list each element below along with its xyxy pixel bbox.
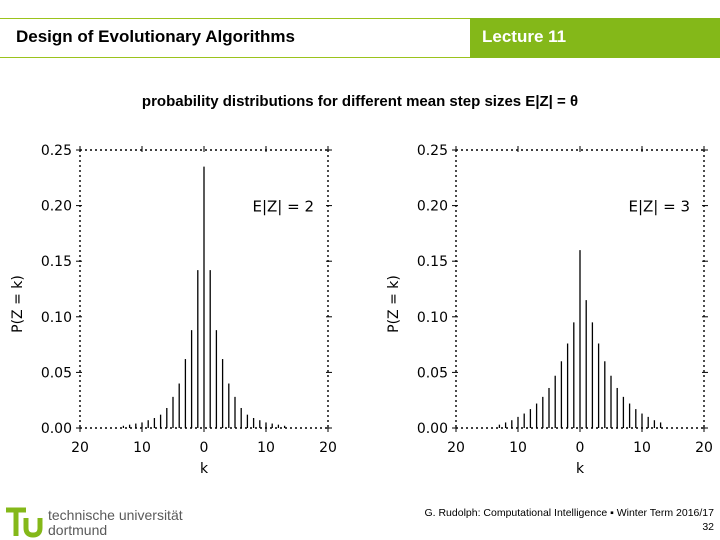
x-tick-label: 20 <box>695 440 713 456</box>
x-tick-label: 0 <box>200 440 209 456</box>
header-bar: Design of Evolutionary Algorithms Lectur… <box>0 18 720 58</box>
university-logo-block: technische universität dortmund <box>0 502 230 540</box>
y-tick-label: 0.05 <box>41 365 72 381</box>
chart-annotation: E|Z| = 3 <box>628 198 690 216</box>
university-name-line1: technische universität <box>48 507 183 523</box>
chart-panel-2: 0.00 0.05 0.10 0.15 0.20 0.25 20 10 0 10 20 k P(Z = … <box>386 143 713 477</box>
footer-credit-block: G. Rudolph: Computational Intelligence ▪… <box>424 506 714 534</box>
y-tick-label: 0.25 <box>417 143 448 159</box>
slide-subtitle: probability distributions for different … <box>141 93 579 110</box>
x-tick-label: 10 <box>257 440 275 456</box>
chart-panel-1: 0.00 0.05 0.10 0.15 0.20 0.25 20 10 0 10 20 k P(Z = … <box>10 143 337 477</box>
x-axis-label: k <box>200 461 209 477</box>
y-tick-label: 0.15 <box>417 254 448 270</box>
x-tick-label: 20 <box>447 440 465 456</box>
chart-annotation: E|Z| = 2 <box>252 198 314 216</box>
x-tick-label: 20 <box>71 440 89 456</box>
footer-credit: G. Rudolph: Computational Intelligence ▪… <box>424 507 714 519</box>
y-tick-label: 0.15 <box>41 254 72 270</box>
university-name-line2: dortmund <box>48 522 108 538</box>
x-axis-label: k <box>576 461 585 477</box>
y-tick-label: 0.10 <box>417 310 448 326</box>
x-tick-label: 20 <box>319 440 337 456</box>
y-tick-label: 0.00 <box>41 421 72 437</box>
page-number: 32 <box>702 521 714 533</box>
y-tick-label: 0.00 <box>417 421 448 437</box>
y-tick-label: 0.10 <box>41 310 72 326</box>
course-title-area: Design of Evolutionary Algorithms <box>0 18 470 58</box>
course-title: Design of Evolutionary Algorithms <box>16 27 295 46</box>
probability-charts: 0.00 0.05 0.10 0.15 0.20 0.25 20 10 0 10 20 k P(Z = … <box>10 143 713 477</box>
university-name: technische universität dortmund <box>48 508 183 538</box>
lecture-label-area: Lecture 11 <box>470 18 720 58</box>
y-tick-label: 0.20 <box>41 199 72 215</box>
y-axis-label: P(Z = k) <box>10 275 26 333</box>
y-tick-label: 0.25 <box>41 143 72 159</box>
lecture-label: Lecture 11 <box>482 27 567 46</box>
x-tick-label: 10 <box>133 440 151 456</box>
x-tick-label: 10 <box>633 440 651 456</box>
y-axis-label: P(Z = k) <box>386 275 402 333</box>
y-tick-label: 0.20 <box>417 199 448 215</box>
x-tick-label: 10 <box>509 440 527 456</box>
y-tick-label: 0.05 <box>417 365 448 381</box>
tu-logo-icon <box>6 507 43 538</box>
x-tick-label: 0 <box>576 440 585 456</box>
